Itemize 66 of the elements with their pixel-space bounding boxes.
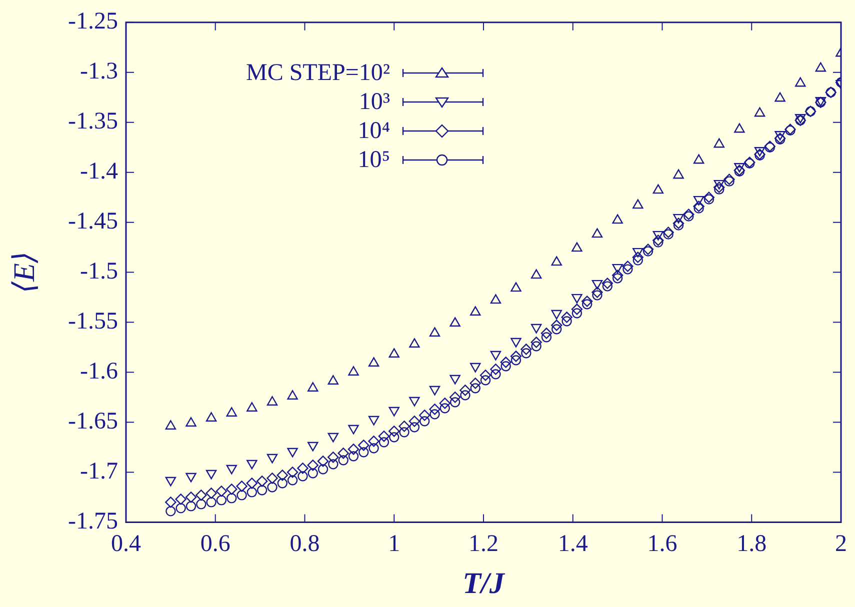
point xyxy=(388,406,400,416)
x-tick-label: 1.4 xyxy=(558,530,588,557)
point xyxy=(429,386,440,396)
point xyxy=(470,306,481,316)
x-tick-label: 0.8 xyxy=(290,530,320,557)
x-tick-label: 1 xyxy=(388,530,400,557)
point xyxy=(795,77,806,87)
point xyxy=(612,264,623,274)
y-tick-label: -1.25 xyxy=(68,8,118,35)
point xyxy=(510,282,522,292)
point xyxy=(530,269,542,279)
y-tick-label: -1.4 xyxy=(80,158,118,185)
legend-label: 10⁴ xyxy=(358,118,390,144)
y-tick-label: -1.5 xyxy=(80,258,118,285)
point xyxy=(592,280,603,290)
point xyxy=(632,199,644,209)
point xyxy=(612,214,623,224)
point xyxy=(226,464,237,474)
point xyxy=(673,169,684,179)
x-tick-label: 1.8 xyxy=(736,530,767,557)
point xyxy=(530,324,542,334)
y-tick-label: -1.6 xyxy=(80,358,118,385)
point xyxy=(266,454,278,464)
point xyxy=(470,362,481,372)
point xyxy=(714,138,724,148)
point xyxy=(572,242,582,252)
point xyxy=(652,184,664,194)
point xyxy=(774,92,786,102)
point xyxy=(328,432,339,442)
point xyxy=(490,350,502,360)
point xyxy=(165,476,176,486)
point xyxy=(206,470,217,480)
point xyxy=(572,294,582,304)
point xyxy=(308,442,318,452)
point xyxy=(246,460,258,470)
x-tick-label: 1.2 xyxy=(468,530,498,557)
point xyxy=(490,294,502,304)
legend-label: 10³ xyxy=(358,88,390,115)
y-tick-label: -1.55 xyxy=(68,308,118,335)
y-tick-label: -1.35 xyxy=(68,108,118,135)
y-tick-label: -1.65 xyxy=(68,408,118,435)
point xyxy=(592,228,603,238)
x-axis-title: T/J xyxy=(462,566,506,600)
x-tick-label: 2 xyxy=(835,530,847,557)
point xyxy=(348,424,359,434)
legend-label: 10⁵ xyxy=(358,146,390,173)
y-tick-label: -1.7 xyxy=(80,458,118,485)
point xyxy=(734,123,745,133)
point xyxy=(510,338,522,348)
y-tick-label: -1.45 xyxy=(68,208,118,235)
point xyxy=(551,256,562,266)
legend-label: MC STEP=10² xyxy=(246,60,390,86)
point xyxy=(754,107,766,117)
point xyxy=(693,154,704,164)
point xyxy=(815,62,826,72)
point xyxy=(409,396,420,406)
x-tick-label: 1.6 xyxy=(647,530,678,557)
point xyxy=(632,248,644,258)
point xyxy=(287,448,298,458)
point xyxy=(450,374,460,384)
point xyxy=(368,416,380,426)
y-tick-label: -1.3 xyxy=(80,58,118,85)
x-tick-label: 0.6 xyxy=(200,530,230,557)
y-axis-title: ⟨E⟩ xyxy=(8,251,41,294)
point xyxy=(551,310,562,320)
point xyxy=(186,472,196,482)
